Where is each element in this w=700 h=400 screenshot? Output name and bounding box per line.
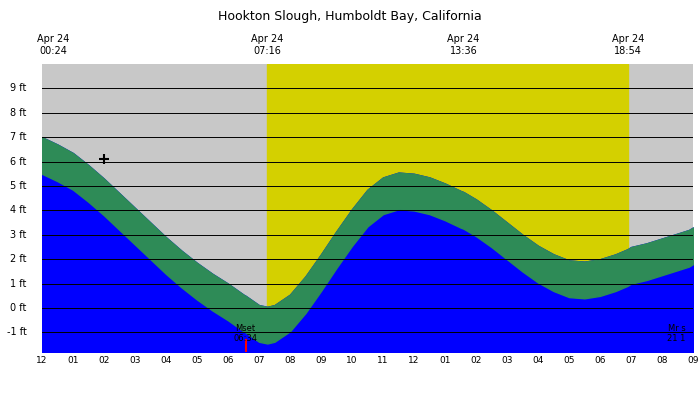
Text: 12: 12 xyxy=(36,356,48,365)
Text: Apr 24
13:36: Apr 24 13:36 xyxy=(447,34,480,56)
Text: 05: 05 xyxy=(191,356,203,365)
Text: 03: 03 xyxy=(501,356,512,365)
Text: Apr 24
00:24: Apr 24 00:24 xyxy=(36,34,69,56)
Text: Mr s
21 1: Mr s 21 1 xyxy=(668,324,686,344)
Text: 9 ft: 9 ft xyxy=(10,84,27,94)
Text: 09: 09 xyxy=(315,356,327,365)
Text: 7 ft: 7 ft xyxy=(10,132,27,142)
Text: 08: 08 xyxy=(284,356,295,365)
Text: Apr 24
18:54: Apr 24 18:54 xyxy=(612,34,644,56)
Text: 10: 10 xyxy=(346,356,358,365)
Bar xyxy=(267,64,628,352)
Text: 07: 07 xyxy=(253,356,265,365)
Text: 12: 12 xyxy=(408,356,420,365)
Text: 06: 06 xyxy=(594,356,606,365)
Text: 05: 05 xyxy=(564,356,575,365)
Text: 04: 04 xyxy=(160,356,172,365)
Text: Apr 24
07:16: Apr 24 07:16 xyxy=(251,34,284,56)
Text: 3 ft: 3 ft xyxy=(10,230,27,240)
Text: 04: 04 xyxy=(532,356,544,365)
Text: 01: 01 xyxy=(67,356,78,365)
Text: 11: 11 xyxy=(377,356,388,365)
Text: 2 ft: 2 ft xyxy=(10,254,27,264)
Text: 8 ft: 8 ft xyxy=(10,108,27,118)
Text: 07: 07 xyxy=(625,356,637,365)
Text: -1 ft: -1 ft xyxy=(6,328,27,338)
Text: Mset
06:34: Mset 06:34 xyxy=(234,324,258,344)
Text: 6 ft: 6 ft xyxy=(10,157,27,167)
Text: 02: 02 xyxy=(470,356,482,365)
Text: 08: 08 xyxy=(657,356,668,365)
Text: 06: 06 xyxy=(223,356,234,365)
Text: 01: 01 xyxy=(440,356,451,365)
Text: Hookton Slough, Humboldt Bay, California: Hookton Slough, Humboldt Bay, California xyxy=(218,10,482,23)
Text: 5 ft: 5 ft xyxy=(10,181,27,191)
Text: 4 ft: 4 ft xyxy=(10,206,27,216)
Text: 02: 02 xyxy=(98,356,110,365)
Text: 09: 09 xyxy=(687,356,699,365)
Text: 1 ft: 1 ft xyxy=(10,279,27,289)
Text: 0 ft: 0 ft xyxy=(10,303,27,313)
Text: 03: 03 xyxy=(130,356,141,365)
